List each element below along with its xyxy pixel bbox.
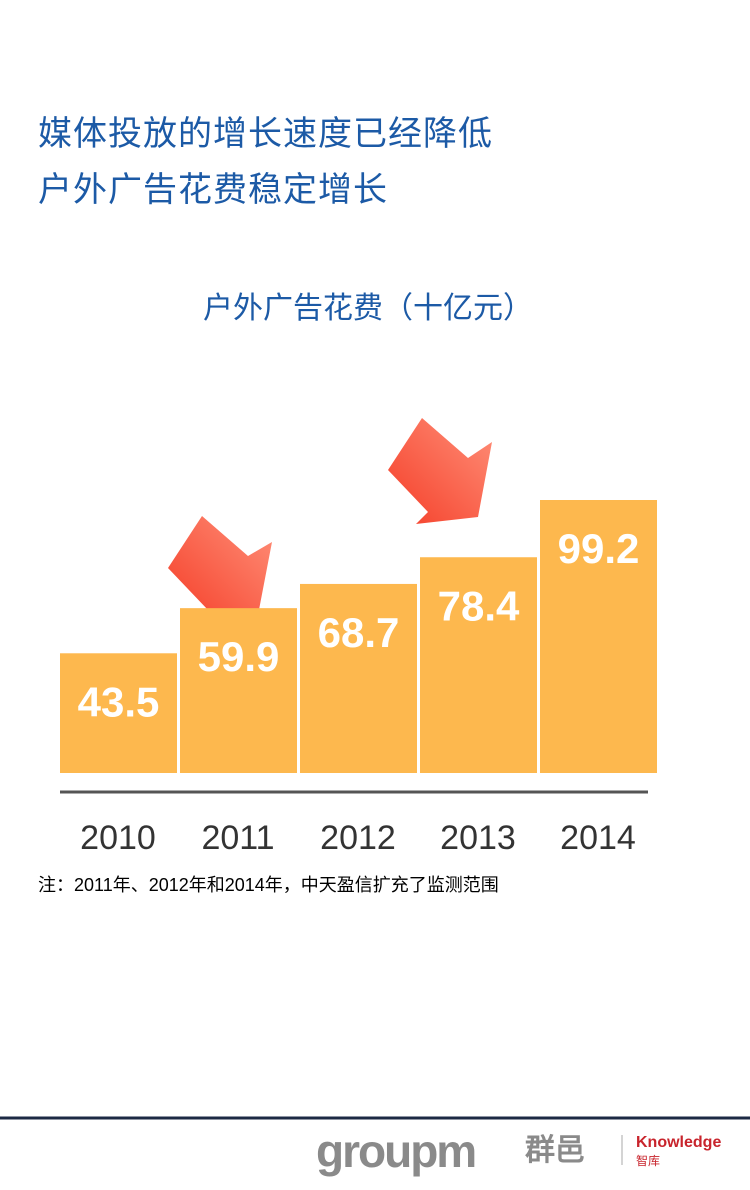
x-tick-label: 2010 bbox=[80, 819, 156, 857]
x-tick-label: 2011 bbox=[201, 819, 274, 857]
bar bbox=[300, 583, 417, 773]
brand-cn: 群邑 bbox=[525, 1134, 585, 1167]
x-tick-label: 2013 bbox=[440, 819, 516, 857]
bar bbox=[180, 608, 297, 773]
value-label: 99.2 bbox=[558, 525, 640, 572]
note: 注：2011年、2012年和2014年，中天盈信扩充了监测范围 bbox=[38, 875, 499, 895]
arrow bbox=[168, 516, 272, 622]
x-tick-label: 2012 bbox=[320, 819, 396, 857]
brand: groupm bbox=[316, 1125, 475, 1177]
bar bbox=[420, 557, 537, 773]
bar bbox=[540, 500, 657, 773]
headline: 媒体投放的增长速度已经降低 bbox=[38, 115, 493, 153]
x-tick-label: 2014 bbox=[560, 819, 636, 857]
value-label: 43.5 bbox=[78, 678, 160, 725]
bar bbox=[60, 653, 177, 773]
chart-title: 户外广告花费（十亿元） bbox=[203, 292, 533, 325]
value-label: 78.4 bbox=[438, 582, 520, 629]
knowledge: Knowledge bbox=[636, 1134, 721, 1151]
value-label: 59.9 bbox=[198, 633, 280, 680]
value-label: 68.7 bbox=[318, 609, 400, 656]
headline: 户外广告花费稳定增长 bbox=[38, 171, 388, 209]
arrow bbox=[388, 418, 492, 524]
knowledge-cn: 智库 bbox=[636, 1153, 660, 1168]
